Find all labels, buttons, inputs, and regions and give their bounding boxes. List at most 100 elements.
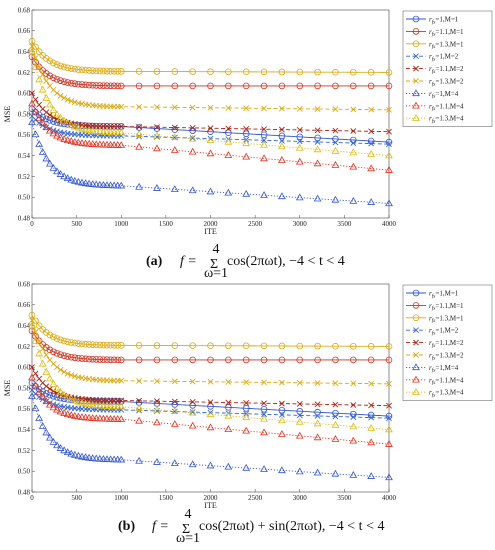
data-point <box>171 126 179 133</box>
data-point <box>117 402 126 410</box>
data-point <box>331 146 340 154</box>
data-point <box>74 138 83 146</box>
data-point <box>260 68 268 76</box>
data-point <box>74 397 83 405</box>
data-point <box>135 456 143 464</box>
data-point <box>331 420 340 428</box>
data-point <box>242 130 250 138</box>
data-point <box>36 119 43 126</box>
data-point <box>386 402 392 409</box>
y-tick-label: 0.50 <box>18 194 31 202</box>
data-point <box>63 410 72 418</box>
data-point <box>92 82 100 89</box>
data-point <box>296 133 304 141</box>
data-point <box>71 339 79 347</box>
series-9 <box>28 47 393 159</box>
data-point <box>367 198 376 205</box>
x-tick-label: 2000 <box>204 220 219 228</box>
data-point <box>67 175 76 183</box>
data-point <box>207 342 214 350</box>
data-point <box>61 94 68 101</box>
data-point <box>53 350 61 357</box>
legend-label: rfs=1.1,M=2 <box>429 339 464 349</box>
data-point <box>260 465 268 472</box>
data-point <box>189 398 196 405</box>
data-point <box>32 96 39 103</box>
data-point <box>117 68 125 75</box>
data-point <box>242 82 250 90</box>
data-point <box>42 70 50 77</box>
y-tick-label: 0.62 <box>18 343 31 351</box>
data-point <box>153 144 161 152</box>
data-point <box>28 99 36 107</box>
caption-sum-sign: Σ <box>210 257 218 272</box>
data-point <box>242 189 251 197</box>
data-point <box>85 179 94 187</box>
data-point <box>350 414 357 420</box>
caption-lhs: f = <box>152 519 169 534</box>
data-point <box>78 398 86 406</box>
data-point <box>45 126 54 134</box>
data-point <box>225 125 232 132</box>
data-point <box>50 392 57 400</box>
data-point <box>349 162 358 170</box>
data-point <box>49 163 58 171</box>
data-point <box>54 364 60 371</box>
data-point <box>349 470 358 478</box>
series-line <box>31 46 390 111</box>
data-point <box>50 348 57 356</box>
data-point <box>349 82 357 90</box>
x-tick-label: 2500 <box>248 220 263 228</box>
data-point <box>78 66 86 74</box>
chart-panel-1: 0.48 0.50 0.52 0.54 0.56 0.58 0.60 0.62 0.64 0.66… <box>3 6 493 281</box>
data-point <box>331 161 340 168</box>
data-point <box>278 400 285 407</box>
data-point <box>45 400 54 408</box>
data-point <box>38 422 47 429</box>
data-point <box>224 462 233 470</box>
data-point <box>385 425 393 433</box>
data-point <box>46 57 54 65</box>
data-point <box>225 404 232 411</box>
data-point <box>89 341 96 348</box>
data-point <box>385 473 393 481</box>
data-point <box>170 459 179 466</box>
data-point <box>99 401 108 409</box>
panel-label: (b) <box>118 519 135 534</box>
y-tick-label: 0.50 <box>18 468 31 476</box>
data-point <box>367 82 375 90</box>
data-point <box>242 405 250 412</box>
data-point <box>135 342 143 349</box>
data-point <box>88 180 97 188</box>
data-point <box>278 68 286 76</box>
y-tick-label: 0.52 <box>18 447 31 455</box>
y-tick-label: 0.48 <box>18 488 31 496</box>
data-point <box>56 113 65 121</box>
x-tick-label: 2000 <box>204 494 219 502</box>
data-point <box>314 408 321 416</box>
data-point <box>42 428 51 436</box>
data-point <box>170 420 179 427</box>
data-point <box>50 74 57 82</box>
data-point <box>38 393 47 400</box>
data-point <box>85 126 94 134</box>
series-7 <box>28 118 393 207</box>
data-point <box>118 377 125 384</box>
panel-label: (a) <box>146 254 163 269</box>
data-point <box>349 436 358 444</box>
data-point <box>332 68 339 76</box>
data-point <box>89 81 96 89</box>
data-point <box>53 405 61 413</box>
data-point <box>107 82 114 90</box>
data-point <box>224 425 233 432</box>
x-tick-label: 3500 <box>337 220 352 228</box>
data-point <box>42 123 51 131</box>
data-point <box>81 413 90 421</box>
data-point <box>331 469 340 477</box>
chart-panel-2: 0.48 0.50 0.52 0.54 0.56 0.58 0.60 0.62 0.64 0.66… <box>3 280 493 546</box>
data-point <box>53 131 61 139</box>
data-point <box>314 413 321 419</box>
data-point <box>81 139 90 147</box>
data-point <box>95 127 104 135</box>
data-point <box>154 378 160 385</box>
